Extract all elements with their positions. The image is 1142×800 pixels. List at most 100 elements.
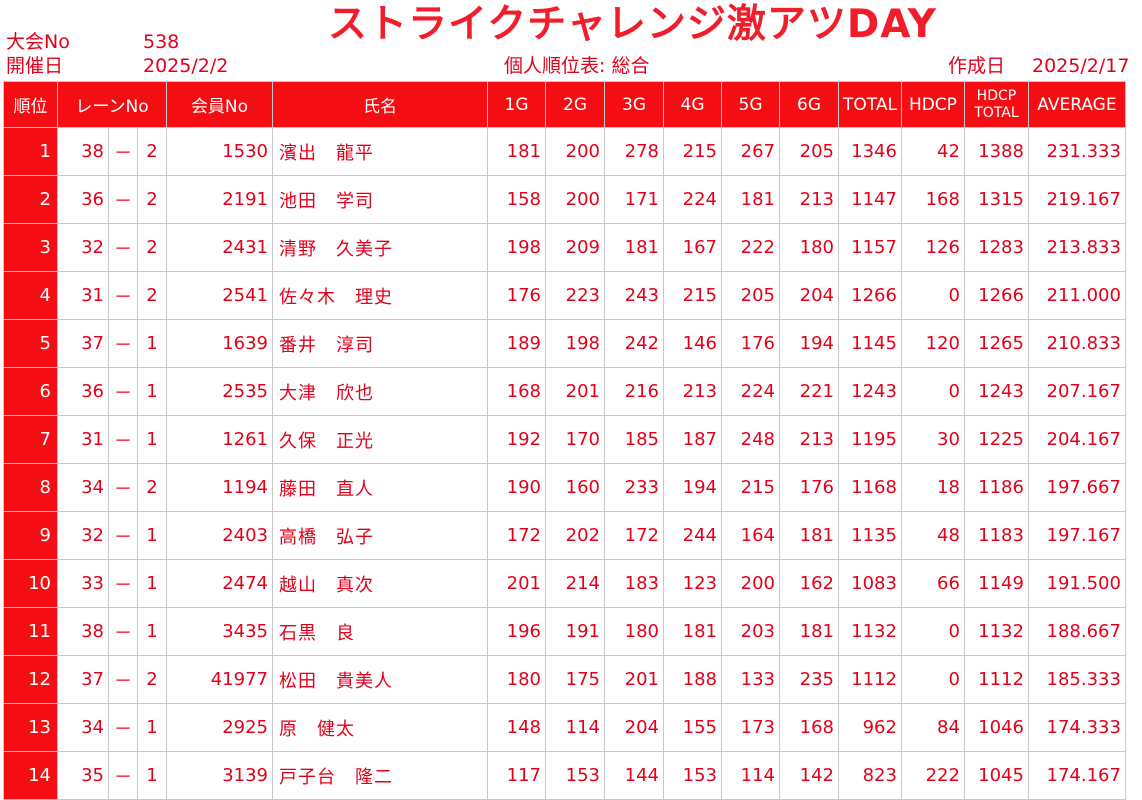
cell-name: 佐々木 理史 <box>272 271 488 320</box>
cell-total: 1112 <box>838 655 902 704</box>
cell-game-6: 168 <box>779 703 839 752</box>
cell-game-5: 176 <box>721 319 780 368</box>
table-row[interactable]: 9 32 － 1 2403 高橋 弘子 172 202 172 244 164 181 1135 48 11… <box>3 511 1126 560</box>
col-header-g6[interactable]: 6G <box>779 81 839 128</box>
cell-lane: 34 <box>57 463 109 512</box>
cell-game-4: 215 <box>663 127 722 176</box>
cell-hdcp-total: 1132 <box>963 607 1029 656</box>
cell-hdcp: 30 <box>900 415 965 464</box>
cell-game-6: 235 <box>779 655 839 704</box>
cell-game-4: 181 <box>663 607 722 656</box>
cell-total: 1083 <box>838 559 902 608</box>
cell-total: 962 <box>838 703 902 752</box>
cell-member-no: 2925 <box>166 703 273 752</box>
col-header-hdcp-total-line2: TOTAL <box>974 104 1019 121</box>
cell-name: 原 健太 <box>272 703 488 752</box>
table-row[interactable]: 6 36 － 1 2535 大津 欣也 168 201 216 213 224 221 1243 0 124… <box>3 367 1126 416</box>
event-date: 2025/2/2 <box>143 55 229 77</box>
cell-lane: 34 <box>57 703 109 752</box>
cell-game-2: 202 <box>545 511 605 560</box>
col-header-member[interactable]: 会員No <box>166 81 273 128</box>
table-row[interactable]: 3 32 － 2 2431 清野 久美子 198 209 181 167 222 180 1157 126… <box>3 223 1126 272</box>
cell-game-2: 200 <box>545 175 605 224</box>
col-header-g4[interactable]: 4G <box>663 81 722 128</box>
cell-member-no: 3139 <box>166 751 273 800</box>
col-header-rank[interactable]: 順位 <box>3 81 58 128</box>
cell-lane: 36 <box>57 175 109 224</box>
cell-game-2: 198 <box>545 319 605 368</box>
cell-lane-separator: － <box>108 751 138 800</box>
cell-game-6: 213 <box>779 415 839 464</box>
cell-game-1: 172 <box>487 511 546 560</box>
cell-lane: 37 <box>57 655 109 704</box>
col-header-name[interactable]: 氏名 <box>272 81 488 128</box>
cell-lane: 38 <box>57 607 109 656</box>
col-header-g2[interactable]: 2G <box>545 81 605 128</box>
cell-rank: 10 <box>3 559 58 608</box>
table-row[interactable]: 4 31 － 2 2541 佐々木 理史 176 223 243 215 205 204 1266 0 12… <box>3 271 1126 320</box>
cell-game-5: 133 <box>721 655 780 704</box>
cell-average: 191.500 <box>1027 559 1126 608</box>
col-header-g1[interactable]: 1G <box>487 81 546 128</box>
cell-rank: 4 <box>3 271 58 320</box>
cell-game-4: 153 <box>663 751 722 800</box>
created-date-label: 作成日 <box>948 55 1006 77</box>
table-row[interactable]: 10 33 － 1 2474 越山 真次 201 214 183 123 200 162 1083 66 1… <box>3 559 1126 608</box>
cell-lane: 37 <box>57 319 109 368</box>
cell-hdcp-total: 1045 <box>963 751 1029 800</box>
cell-member-no: 1261 <box>166 415 273 464</box>
col-header-hdcp[interactable]: HDCP <box>900 81 965 128</box>
cell-lane-separator: － <box>108 127 138 176</box>
table-row[interactable]: 1 38 － 2 1530 濱出 龍平 181 200 278 215 267 205 1346 42 13… <box>3 127 1126 176</box>
cell-game-5: 222 <box>721 223 780 272</box>
cell-lane-separator: － <box>108 367 138 416</box>
cell-game-4: 167 <box>663 223 722 272</box>
table-row[interactable]: 5 37 － 1 1639 番井 淳司 189 198 242 146 176 194 1145 120 1… <box>3 319 1126 368</box>
cell-lane-position: 2 <box>137 175 167 224</box>
cell-game-3: 242 <box>604 319 664 368</box>
cell-game-2: 200 <box>545 127 605 176</box>
ranking-table: 順位 レーンNo 会員No 氏名 1G 2G 3G 4G 5G 6G TOTAL… <box>3 81 1126 800</box>
cell-game-4: 188 <box>663 655 722 704</box>
table-row[interactable]: 2 36 － 2 2191 池田 学司 158 200 171 224 181 213 1147 168 1… <box>3 175 1126 224</box>
table-row[interactable]: 14 35 － 1 3139 戸子台 隆二 117 153 144 153 114 142 823 222… <box>3 751 1126 800</box>
cell-lane-separator: － <box>108 703 138 752</box>
cell-game-1: 198 <box>487 223 546 272</box>
cell-rank: 11 <box>3 607 58 656</box>
event-number: 538 <box>143 31 180 53</box>
table-row[interactable]: 12 37 － 2 41977 松田 貴美人 180 175 201 188 133 235 1112 0… <box>3 655 1126 704</box>
cell-game-6: 181 <box>779 511 839 560</box>
cell-lane: 32 <box>57 223 109 272</box>
cell-hdcp-total: 1266 <box>963 271 1029 320</box>
cell-game-2: 170 <box>545 415 605 464</box>
cell-total: 1157 <box>838 223 902 272</box>
cell-game-6: 194 <box>779 319 839 368</box>
cell-game-2: 201 <box>545 367 605 416</box>
cell-game-4: 244 <box>663 511 722 560</box>
event-number-label: 大会No <box>6 31 70 53</box>
col-header-hdcp-total[interactable]: HDCP TOTAL <box>963 81 1029 128</box>
cell-average: 188.667 <box>1027 607 1126 656</box>
cell-hdcp: 120 <box>900 319 965 368</box>
cell-game-3: 204 <box>604 703 664 752</box>
cell-name: 池田 学司 <box>272 175 488 224</box>
table-row[interactable]: 7 31 － 1 1261 久保 正光 192 170 185 187 248 213 1195 30 12… <box>3 415 1126 464</box>
cell-member-no: 2535 <box>166 367 273 416</box>
col-header-g3[interactable]: 3G <box>604 81 664 128</box>
table-row[interactable]: 11 38 － 1 3435 石黒 良 196 191 180 181 203 181 1132 0 113… <box>3 607 1126 656</box>
table-row[interactable]: 13 34 － 1 2925 原 健太 148 114 204 155 173 168 962 84 104… <box>3 703 1126 752</box>
table-row[interactable]: 8 34 － 2 1194 藤田 直人 190 160 233 194 215 176 1168 18 11… <box>3 463 1126 512</box>
col-header-total[interactable]: TOTAL <box>838 81 902 128</box>
col-header-lane[interactable]: レーンNo <box>57 81 167 128</box>
cell-game-5: 200 <box>721 559 780 608</box>
col-header-average[interactable]: AVERAGE <box>1027 81 1126 128</box>
cell-hdcp-total: 1183 <box>963 511 1029 560</box>
col-header-g5[interactable]: 5G <box>721 81 780 128</box>
cell-total: 1132 <box>838 607 902 656</box>
cell-game-5: 267 <box>721 127 780 176</box>
cell-member-no: 1530 <box>166 127 273 176</box>
cell-rank: 1 <box>3 127 58 176</box>
col-header-hdcp-total-line1: HDCP <box>976 87 1017 104</box>
cell-game-2: 214 <box>545 559 605 608</box>
cell-member-no: 2431 <box>166 223 273 272</box>
